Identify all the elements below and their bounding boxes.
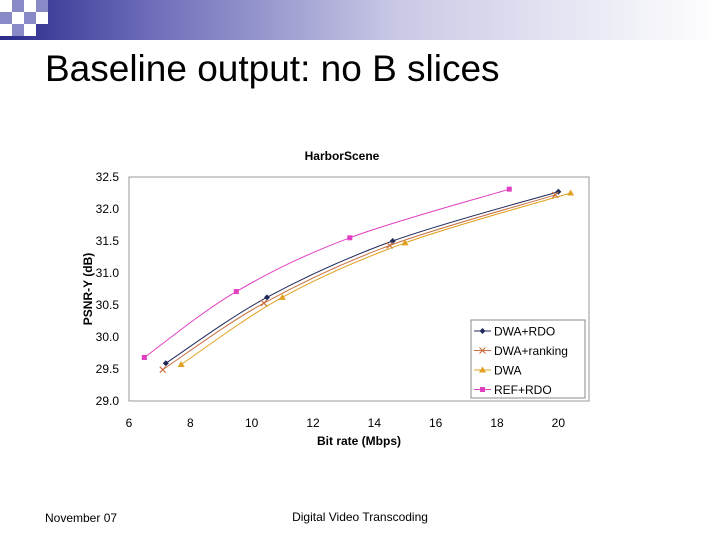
data-point-2 — [567, 189, 575, 196]
legend-label: DWA+ranking — [494, 344, 568, 358]
x-tick-label: 14 — [368, 416, 382, 430]
data-point-3 — [506, 186, 512, 192]
x-axis-label: Bit rate (Mbps) — [317, 434, 401, 448]
x-tick-label: 20 — [552, 416, 566, 430]
y-tick-label: 29.0 — [96, 394, 120, 408]
x-tick-label: 18 — [490, 416, 504, 430]
legend-marker — [479, 347, 486, 354]
footer-date: November 07 — [45, 511, 118, 525]
y-tick-label: 29.5 — [96, 362, 120, 376]
x-tick-label: 6 — [126, 416, 133, 430]
legend-marker — [480, 387, 485, 392]
legend-label: DWA — [494, 364, 522, 378]
series-line-0 — [165, 191, 559, 364]
y-tick-label: 32.5 — [96, 170, 120, 184]
y-tick-label: 30.0 — [96, 330, 120, 344]
checkerboard-decoration — [0, 0, 48, 36]
data-point-2 — [177, 361, 185, 368]
legend-marker — [479, 366, 486, 373]
legend-label: DWA+RDO — [494, 325, 555, 339]
data-point-3 — [141, 354, 147, 360]
x-tick-label: 10 — [245, 416, 259, 430]
x-tick-label: 16 — [429, 416, 443, 430]
chart-title: HarborScene — [305, 149, 380, 163]
data-point-0 — [264, 294, 270, 301]
series-line-2 — [180, 192, 571, 365]
data-point-2 — [278, 293, 286, 300]
data-point-1 — [159, 366, 167, 374]
legend-marker — [479, 328, 486, 334]
slide-title: Baseline output: no B slices — [45, 48, 500, 89]
data-point-3 — [233, 289, 239, 295]
y-tick-label: 32.0 — [96, 202, 120, 216]
data-point-3 — [347, 235, 353, 241]
y-tick-label: 31.0 — [96, 266, 120, 280]
data-point-0 — [162, 360, 169, 367]
data-point-2 — [401, 239, 409, 246]
data-point-0 — [389, 238, 396, 244]
legend: DWA+RDO DWA+ranking DWA REF+RDO — [470, 319, 586, 399]
y-tick-label: 30.5 — [96, 298, 120, 312]
legend-label: REF+RDO — [494, 383, 552, 397]
footer-title: Digital Video Transcoding — [292, 510, 428, 524]
data-point-1 — [260, 299, 268, 307]
legend-box — [470, 319, 586, 399]
y-axis-label: PSNR-Y (dB) — [81, 253, 95, 325]
series-line-3 — [144, 188, 510, 358]
x-tick-label: 8 — [187, 416, 194, 430]
series-line-1 — [162, 194, 556, 371]
header-band — [0, 0, 720, 40]
x-tick-label: 12 — [306, 416, 320, 430]
y-tick-label: 31.5 — [96, 234, 120, 248]
